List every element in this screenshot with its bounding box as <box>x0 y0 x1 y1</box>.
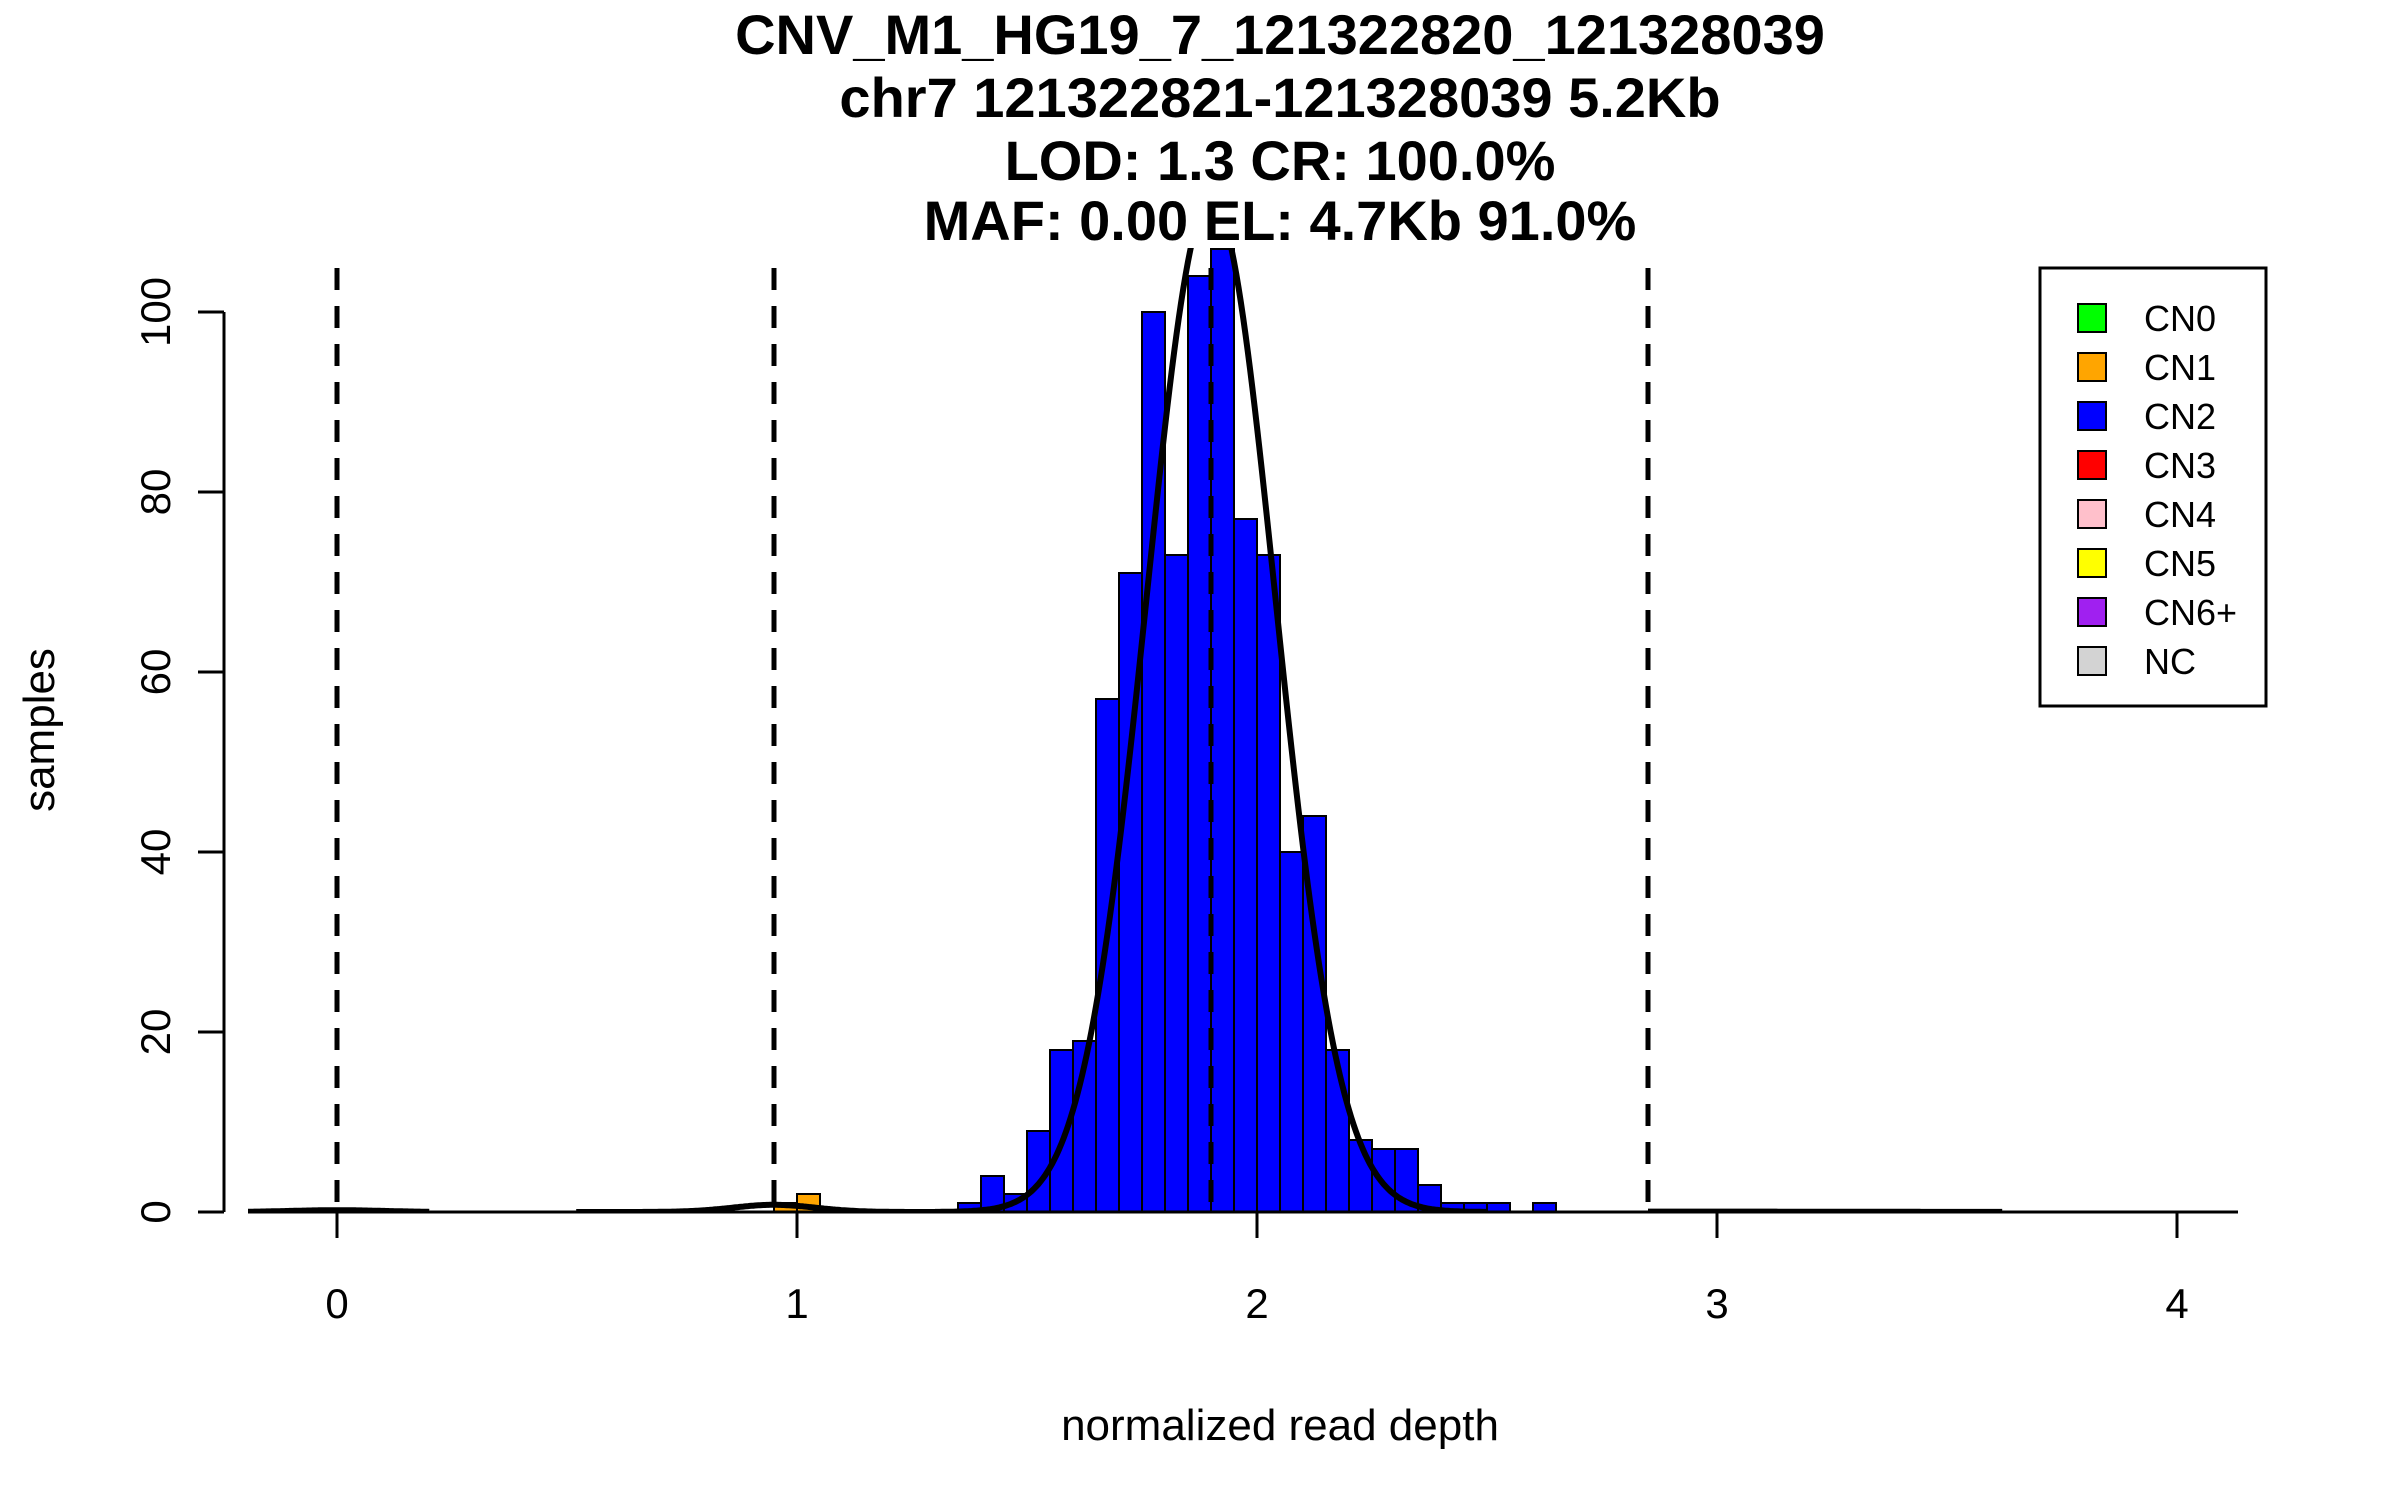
chart-title-line-4: MAF: 0.00 EL: 4.7Kb 91.0% <box>924 189 1637 252</box>
legend-swatch <box>2077 597 2107 627</box>
legend-swatch <box>2077 499 2107 529</box>
y-tick-label: 40 <box>132 829 179 876</box>
x-tick-label: 4 <box>2165 1280 2188 1327</box>
legend-swatch <box>2077 303 2107 333</box>
histogram-bar <box>1256 554 1281 1213</box>
y-axis: 0 20 40 60 80 100 <box>132 277 226 1224</box>
x-tick-label: 0 <box>325 1280 348 1327</box>
histogram-bar <box>1233 518 1258 1213</box>
y-tick-label: 20 <box>132 1009 179 1056</box>
legend-label: CN4 <box>2144 494 2216 535</box>
y-tick-label: 100 <box>132 277 179 347</box>
chart-title-line-1: CNV_M1_HG19_7_121322820_121328039 <box>735 3 1825 66</box>
legend-label: CN1 <box>2144 347 2216 388</box>
legend-swatch <box>2077 352 2107 382</box>
legend-label: CN6+ <box>2144 592 2237 633</box>
y-tick-label: 80 <box>132 469 179 516</box>
x-axis: 0 1 2 3 4 <box>248 1210 2238 1327</box>
y-axis-title: samples <box>15 648 64 812</box>
legend-label: CN3 <box>2144 445 2216 486</box>
legend-label: CN0 <box>2144 298 2216 339</box>
legend-label: CN5 <box>2144 543 2216 584</box>
legend-box <box>2038 266 2268 708</box>
x-axis-title: normalized read depth <box>1061 1401 1499 1450</box>
x-tick-label: 3 <box>1705 1280 1728 1327</box>
chart-title-line-2: chr7 121322821-121328039 5.2Kb <box>839 66 1720 129</box>
chart-title-line-3: LOD: 1.3 CR: 100.0% <box>1005 129 1556 192</box>
legend-swatch <box>2077 401 2107 431</box>
histogram-bar <box>1210 248 1235 1213</box>
histogram-bar <box>1049 1049 1074 1213</box>
histogram-bar <box>1164 554 1189 1213</box>
legend-label: CN2 <box>2144 396 2216 437</box>
copy-number-dashed-lines <box>334 268 1651 1212</box>
x-tick-label: 2 <box>1245 1280 1268 1327</box>
y-tick-label: 0 <box>132 1200 179 1223</box>
density-curve <box>935 248 1487 1212</box>
y-tick-label: 60 <box>132 649 179 696</box>
legend-swatch <box>2077 646 2107 676</box>
histogram-bar <box>1095 698 1120 1213</box>
legend: CN0 CN1 CN2 CN3 CN4 CN5 CN6+ NC <box>2038 266 2268 708</box>
legend-swatch <box>2077 548 2107 578</box>
legend-label: NC <box>2144 641 2196 682</box>
x-tick-label: 1 <box>785 1280 808 1327</box>
legend-swatch <box>2077 450 2107 480</box>
histogram-bars <box>773 248 1557 1213</box>
histogram-bar <box>1187 275 1212 1213</box>
histogram-bar <box>1279 851 1304 1213</box>
